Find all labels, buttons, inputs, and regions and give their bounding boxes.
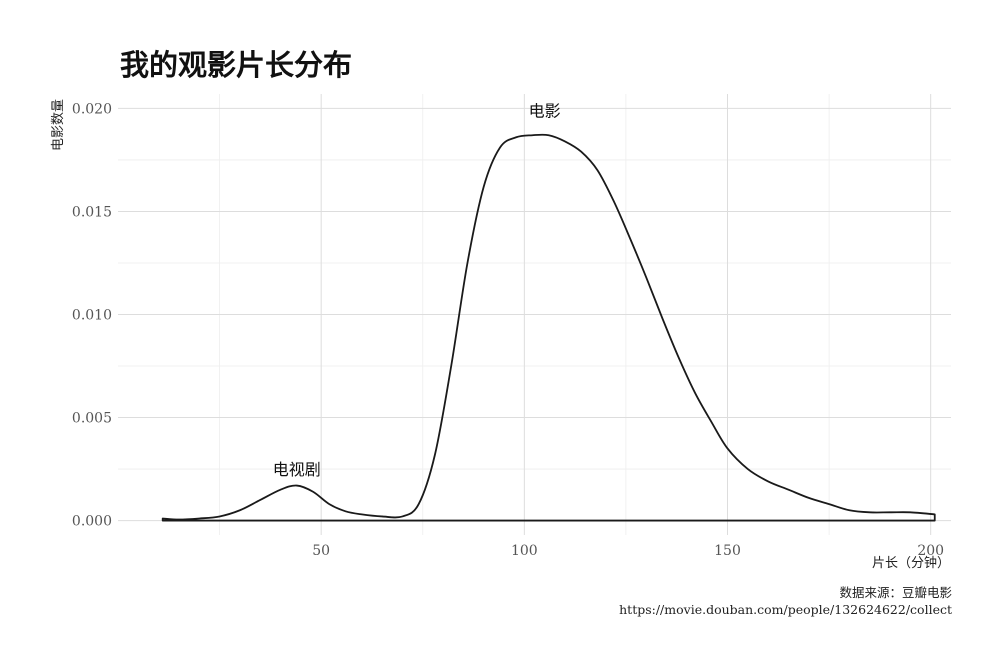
peak-annotation: 电视剧 (273, 460, 321, 479)
annotations: 电视剧 电影 (273, 102, 561, 480)
y-tick-label: 0.010 (72, 308, 112, 324)
x-axis-title: 片长（分钟） (872, 555, 950, 571)
axis-ticks: 50 100 150 200 0.000 0.005 0.010 0.015 0.020 (72, 101, 944, 559)
y-tick-label: 0.000 (72, 514, 112, 530)
y-tick-label: 0.005 (72, 411, 112, 427)
x-tick-label: 100 (511, 543, 538, 559)
grid (118, 94, 951, 535)
density-curve (161, 133, 936, 522)
chart-title: 我的观影片长分布 (120, 48, 353, 82)
x-tick-label: 150 (714, 543, 741, 559)
density-series (161, 133, 936, 522)
caption-url: https://movie.douban.com/people/13262462… (619, 602, 952, 617)
x-tick-label: 50 (312, 543, 330, 559)
caption-source: 数据来源：豆瓣电影 (839, 585, 952, 600)
y-tick-label: 0.020 (72, 101, 112, 117)
x-tick-label: 200 (917, 543, 944, 559)
y-tick-label: 0.015 (72, 204, 112, 220)
peak-annotation: 电影 (529, 102, 561, 121)
y-axis-title: 电影数量 (51, 99, 66, 151)
source-caption: 数据来源：豆瓣电影 https://movie.douban.com/peopl… (619, 584, 952, 618)
